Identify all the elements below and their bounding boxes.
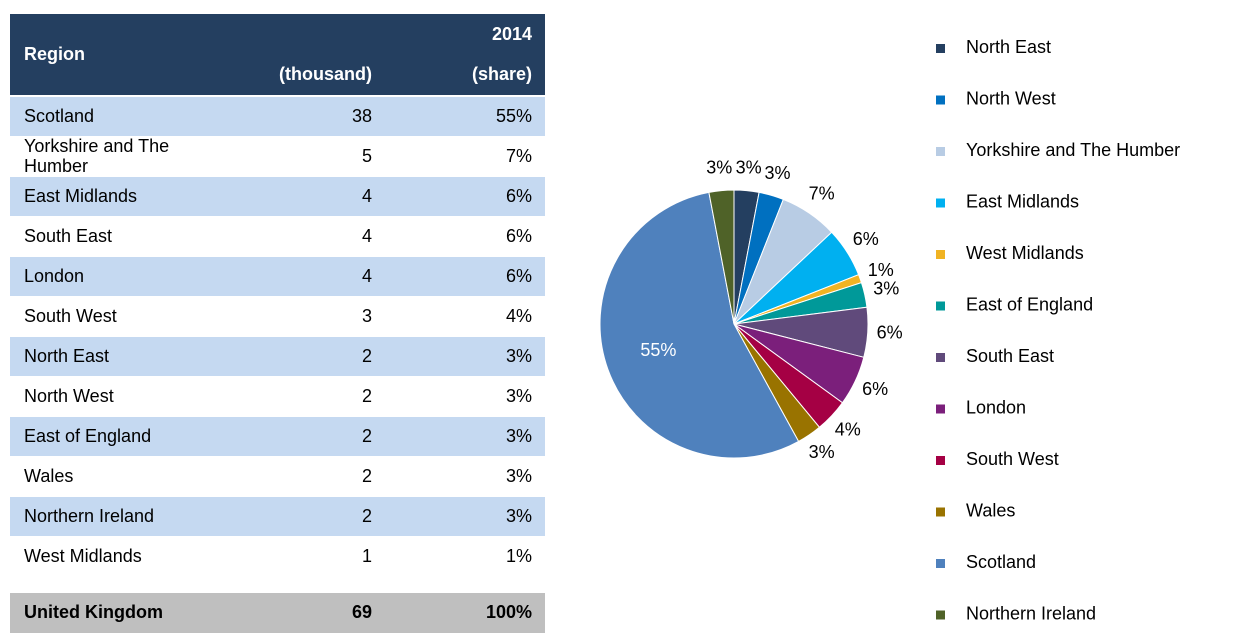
share-cell: 6% bbox=[506, 266, 532, 286]
thousand-cell: 2 bbox=[362, 386, 372, 406]
legend-label: Scotland bbox=[966, 552, 1036, 572]
data-label: 55% bbox=[640, 340, 676, 360]
legend-swatch bbox=[936, 301, 945, 311]
legend-swatch bbox=[936, 198, 945, 208]
share-cell: 6% bbox=[506, 186, 532, 206]
legend-label: Wales bbox=[966, 500, 1015, 520]
share-cell: 55% bbox=[496, 106, 532, 126]
legend-swatch bbox=[936, 147, 945, 156]
thousand-cell: 5 bbox=[362, 146, 372, 166]
row-band bbox=[10, 497, 545, 536]
legend-label: London bbox=[966, 397, 1026, 417]
legend-swatch bbox=[936, 44, 945, 53]
legend-swatch bbox=[936, 95, 945, 105]
region-name: Northern Ireland bbox=[24, 506, 154, 526]
legend-swatch bbox=[936, 559, 945, 568]
share-cell: 3% bbox=[506, 426, 532, 446]
row-band bbox=[10, 177, 545, 216]
row-band bbox=[10, 257, 545, 296]
total-row bbox=[10, 593, 545, 633]
legend-label: East of England bbox=[966, 294, 1093, 314]
total-share: 100% bbox=[486, 602, 532, 622]
thousand-cell: 2 bbox=[362, 466, 372, 486]
data-label: 3% bbox=[706, 157, 732, 177]
thousand-cell: 2 bbox=[362, 506, 372, 526]
thousand-cell: 3 bbox=[362, 306, 372, 326]
legend-swatch bbox=[936, 507, 945, 517]
row-band bbox=[10, 337, 545, 376]
total-thousand: 69 bbox=[352, 602, 372, 622]
row-band bbox=[10, 417, 545, 456]
thousand-cell: 2 bbox=[362, 426, 372, 446]
column-header: (thousand) bbox=[279, 64, 372, 84]
data-label: 3% bbox=[809, 442, 835, 462]
column-header: (share) bbox=[472, 64, 532, 84]
pie-slice bbox=[708, 189, 735, 325]
thousand-cell: 2 bbox=[362, 346, 372, 366]
region-name: London bbox=[24, 266, 84, 286]
data-label: 3% bbox=[765, 163, 791, 183]
share-cell: 1% bbox=[506, 546, 532, 566]
table-header bbox=[10, 14, 545, 95]
pie-slice bbox=[599, 191, 800, 459]
data-label: 3% bbox=[873, 279, 899, 299]
thousand-cell: 4 bbox=[362, 186, 372, 206]
data-label: 4% bbox=[835, 420, 861, 440]
region-name: Wales bbox=[24, 466, 73, 486]
share-cell: 3% bbox=[506, 386, 532, 406]
region-name: East of England bbox=[24, 426, 151, 446]
total-name: United Kingdom bbox=[24, 602, 163, 622]
region-name: West Midlands bbox=[24, 546, 142, 566]
data-label: 6% bbox=[862, 379, 888, 399]
region-name: East Midlands bbox=[24, 186, 137, 206]
column-header: Region bbox=[24, 44, 85, 64]
legend-swatch bbox=[936, 353, 945, 362]
legend-label: South East bbox=[966, 346, 1054, 366]
legend-label: Northern Ireland bbox=[966, 603, 1096, 623]
data-label: 1% bbox=[868, 260, 894, 280]
data-label: 6% bbox=[877, 323, 903, 343]
legend-swatch bbox=[936, 250, 945, 259]
legend-label: West Midlands bbox=[966, 243, 1084, 263]
legend-swatch bbox=[936, 456, 945, 465]
legend-label: North West bbox=[966, 88, 1056, 108]
share-cell: 3% bbox=[506, 346, 532, 366]
year-header: 2014 bbox=[492, 24, 532, 44]
legend-label: East Midlands bbox=[966, 191, 1079, 211]
data-label: 6% bbox=[853, 229, 879, 249]
share-cell: 3% bbox=[506, 506, 532, 526]
region-name: North West bbox=[24, 386, 114, 406]
legend-swatch bbox=[936, 404, 945, 414]
legend-label: South West bbox=[966, 449, 1059, 469]
region-name: South East bbox=[24, 226, 112, 246]
row-band bbox=[10, 97, 545, 136]
data-label: 7% bbox=[809, 184, 835, 204]
region-name: Scotland bbox=[24, 106, 94, 126]
legend-label: Yorkshire and The Humber bbox=[966, 140, 1180, 160]
region-name: Yorkshire and The Humber bbox=[24, 136, 169, 176]
legend-label: North East bbox=[966, 37, 1051, 57]
thousand-cell: 38 bbox=[352, 106, 372, 126]
share-cell: 6% bbox=[506, 226, 532, 246]
legend-swatch bbox=[936, 610, 945, 620]
region-name: South West bbox=[24, 306, 117, 326]
thousand-cell: 1 bbox=[362, 546, 372, 566]
share-cell: 4% bbox=[506, 306, 532, 326]
share-cell: 3% bbox=[506, 466, 532, 486]
thousand-cell: 4 bbox=[362, 266, 372, 286]
thousand-cell: 4 bbox=[362, 226, 372, 246]
region-name: North East bbox=[24, 346, 109, 366]
data-label: 3% bbox=[736, 157, 762, 177]
share-cell: 7% bbox=[506, 146, 532, 166]
